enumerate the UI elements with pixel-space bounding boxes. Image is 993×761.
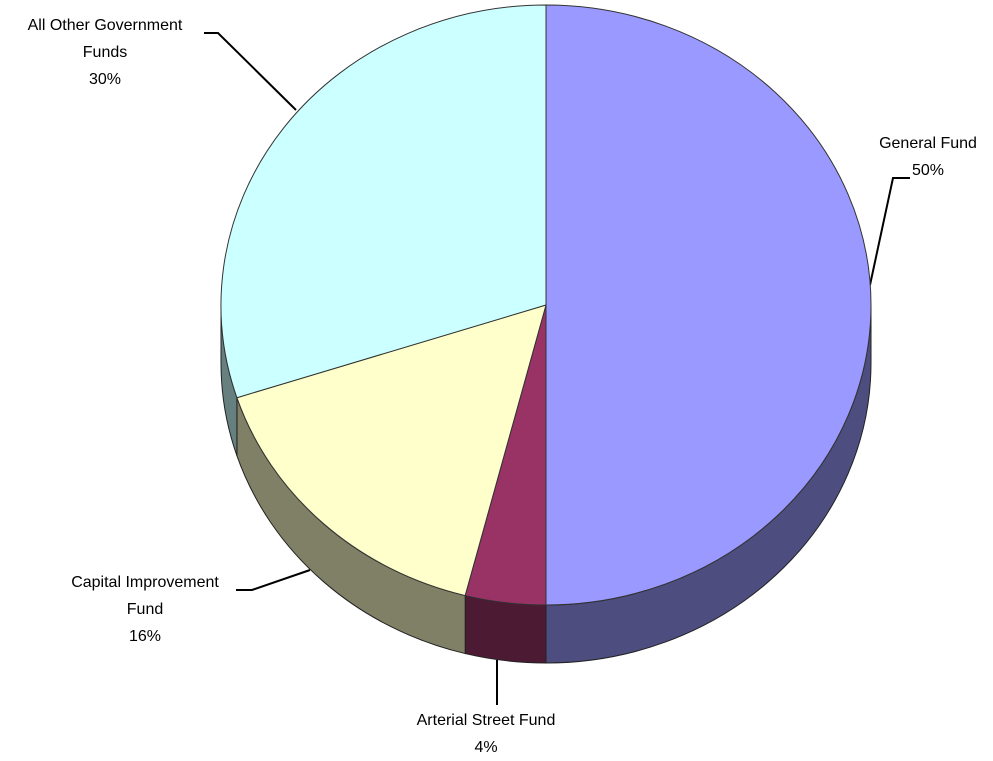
slice-value: 16% <box>128 628 162 645</box>
pie-slice <box>545 4 872 606</box>
leader-line <box>869 177 910 286</box>
pie-slice <box>236 304 547 597</box>
pie-tops <box>220 4 872 606</box>
pie-slice-side <box>464 594 547 664</box>
pie-sides <box>220 304 872 664</box>
slice-label: Arterial Street Fund 4% <box>376 707 596 761</box>
slice-label: General Fund 50% <box>853 130 993 184</box>
slice-label: All Other Government Funds 30% <box>5 12 205 93</box>
leader-line <box>236 569 311 591</box>
pie-slice <box>220 4 547 399</box>
slice-name: Capital Improvement Fund <box>71 574 219 618</box>
slice-name: Arterial Street Fund <box>416 712 556 729</box>
slice-label: Capital Improvement Fund 16% <box>60 569 230 650</box>
slice-name: General Fund <box>879 135 977 152</box>
slice-name: All Other Government Funds <box>27 17 183 61</box>
slice-value: 50% <box>911 162 945 179</box>
slice-value: 4% <box>474 739 498 756</box>
slice-value: 30% <box>88 71 122 88</box>
leader-line <box>204 32 297 111</box>
